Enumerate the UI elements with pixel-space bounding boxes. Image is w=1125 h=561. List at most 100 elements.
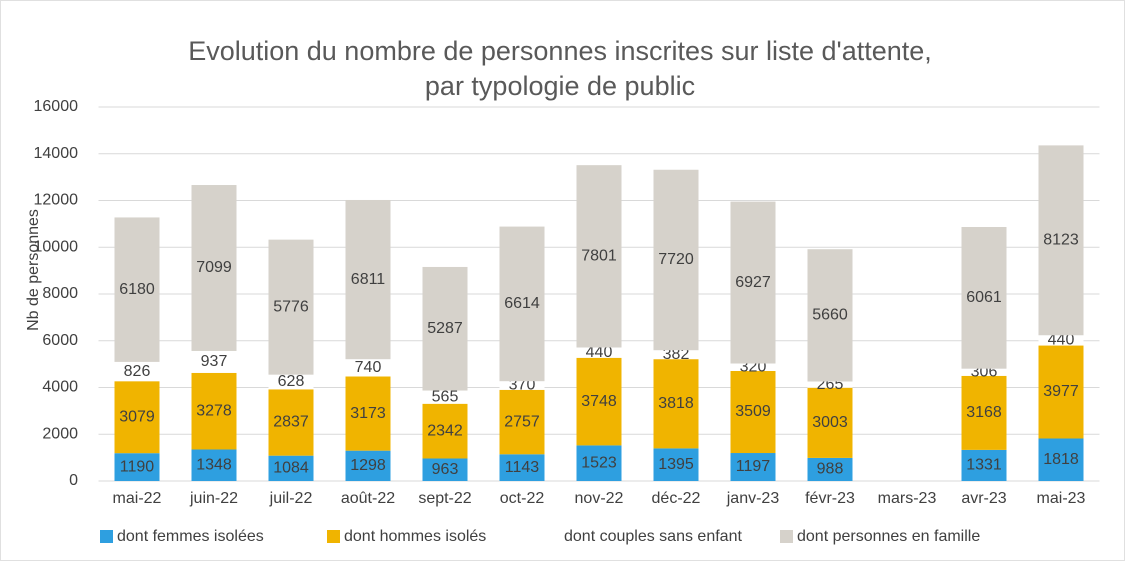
y-tick-label: 16000 (34, 98, 79, 115)
x-tick-label: août-22 (341, 490, 395, 507)
data-label: 5776 (273, 298, 309, 315)
x-tick-label: févr-23 (805, 490, 855, 507)
bar-segment (807, 381, 853, 388)
x-tick-label: juin-22 (189, 490, 238, 507)
legend-swatch (547, 530, 560, 543)
data-label: 3173 (350, 405, 386, 422)
bar-segment (576, 445, 622, 481)
x-tick-label: mars-23 (878, 490, 937, 507)
y-tick-label: 10000 (34, 238, 79, 255)
legend-label: dont personnes en famille (797, 528, 980, 545)
bar-segment (807, 387, 853, 458)
legend-swatch (327, 530, 340, 543)
bar-segment (961, 449, 1007, 481)
data-label: 1197 (736, 458, 771, 475)
x-tick-label: sept-22 (418, 490, 471, 507)
data-label: 565 (432, 388, 459, 405)
data-label: 6927 (735, 274, 771, 291)
bar-segment (268, 455, 314, 481)
bar-segment (730, 363, 776, 371)
bar-segment (345, 376, 391, 451)
data-label: 1298 (350, 457, 386, 474)
bar-segment (730, 453, 776, 481)
data-label: 6614 (504, 295, 540, 312)
bar-segment (191, 449, 237, 481)
bar-segment (345, 199, 391, 360)
x-tick-label: mai-22 (113, 490, 162, 507)
data-label: 963 (432, 461, 459, 478)
data-label: 7801 (581, 248, 617, 265)
data-label: 7099 (196, 259, 232, 276)
data-label: 1190 (120, 458, 155, 475)
data-label: 1395 (658, 456, 694, 473)
bar-segment (653, 169, 699, 351)
data-label: 1143 (505, 459, 540, 476)
bar-segment (422, 403, 468, 459)
data-label: 1084 (273, 460, 309, 477)
bar-segment (576, 165, 622, 348)
legend-swatch (780, 530, 793, 543)
data-label: 3003 (812, 414, 848, 431)
data-label: 3509 (735, 403, 771, 420)
data-label: 6811 (351, 271, 386, 288)
data-label: 440 (586, 344, 613, 361)
data-label: 1523 (581, 454, 617, 471)
data-label: 3818 (658, 395, 694, 412)
bar-segment (653, 350, 699, 360)
data-label: 3079 (119, 408, 155, 425)
bar-segment (1038, 345, 1084, 439)
y-tick-label: 14000 (34, 145, 79, 162)
data-label: 2757 (504, 413, 540, 430)
bar-segment (114, 381, 160, 454)
bar-segment (114, 453, 160, 481)
data-label: 937 (201, 353, 228, 370)
y-tick-label: 4000 (42, 379, 78, 396)
data-label: 1331 (966, 457, 1002, 474)
bar-segment (1038, 438, 1084, 481)
bar-segment (653, 359, 699, 449)
bar-segment (114, 361, 160, 382)
bar-segment (961, 375, 1007, 450)
legend-label: dont femmes isolées (117, 528, 264, 545)
data-label: 2342 (427, 422, 463, 439)
bar-segment (268, 239, 314, 375)
data-label: 440 (1048, 332, 1075, 349)
x-tick-label: nov-22 (575, 490, 624, 507)
bar-segment (807, 249, 853, 382)
x-tick-label: avr-23 (961, 490, 1006, 507)
data-label: 8123 (1043, 232, 1079, 249)
x-tick-label: oct-22 (500, 490, 545, 507)
legend-label: dont couples sans enfant (564, 528, 742, 545)
data-label: 1818 (1043, 451, 1079, 468)
data-label: 826 (124, 363, 151, 380)
y-tick-label: 8000 (42, 285, 78, 302)
bar-segment (576, 357, 622, 446)
bar-segment (422, 458, 468, 481)
bar-segment (114, 217, 160, 362)
data-label: 628 (278, 373, 305, 390)
bar-segment (191, 350, 237, 373)
y-axis-label: Nb de personnes (25, 209, 42, 331)
data-label: 2837 (273, 414, 309, 431)
data-label: 5660 (812, 307, 848, 324)
bar-segment (499, 389, 545, 455)
data-label: 6061 (966, 289, 1002, 306)
x-tick-label: janv-23 (726, 490, 780, 507)
y-tick-label: 0 (69, 472, 78, 489)
bar-segment (961, 227, 1007, 369)
bar-segment (653, 448, 699, 481)
bar-segment (345, 450, 391, 481)
bar-segment (268, 389, 314, 456)
data-label: 7720 (658, 251, 694, 268)
bar-segment (191, 185, 237, 351)
chart-title: Evolution du nombre de personnes inscrit… (188, 36, 932, 66)
x-tick-label: déc-22 (652, 490, 701, 507)
data-label: 3278 (196, 402, 232, 419)
x-tick-label: mai-23 (1037, 490, 1086, 507)
bar-segment (807, 457, 853, 481)
bar-segment (422, 266, 468, 391)
data-label: 3748 (581, 393, 617, 410)
data-label: 740 (355, 359, 382, 376)
